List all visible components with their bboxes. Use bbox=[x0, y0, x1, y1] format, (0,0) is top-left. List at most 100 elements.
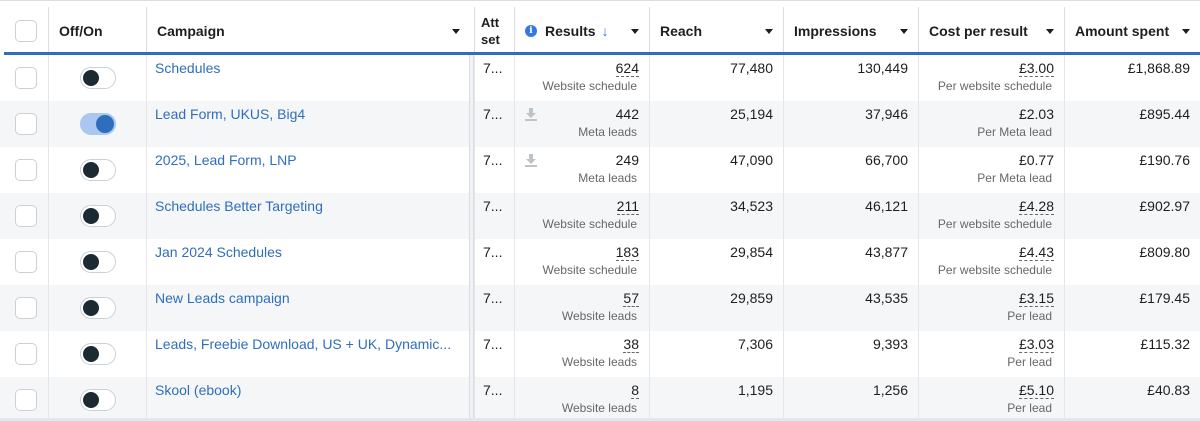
row-checkbox[interactable] bbox=[15, 159, 37, 181]
cost-value[interactable]: £0.77 bbox=[1018, 152, 1054, 168]
campaign-name-link[interactable]: Skool (ebook) bbox=[155, 382, 242, 398]
row-attribution-cell: 7... bbox=[474, 193, 514, 239]
cost-value[interactable]: £3.00 bbox=[1018, 60, 1054, 77]
row-checkbox[interactable] bbox=[15, 389, 37, 411]
toggle-knob bbox=[82, 208, 99, 224]
header-campaign-label: Campaign bbox=[157, 23, 225, 39]
header-campaign[interactable]: Campaign bbox=[146, 7, 470, 55]
row-select-cell bbox=[4, 55, 48, 101]
cost-type: Per Meta lead bbox=[977, 171, 1052, 185]
row-reach-cell: 47,090 bbox=[649, 147, 783, 193]
campaign-name-link[interactable]: Lead Form, UKUS, Big4 bbox=[155, 106, 306, 122]
row-campaign-cell: Skool (ebook) bbox=[146, 377, 470, 421]
header-amount-spent[interactable]: Amount spent bbox=[1064, 7, 1200, 55]
cost-value[interactable]: £2.03 bbox=[1018, 106, 1054, 122]
results-value[interactable]: 183 bbox=[615, 244, 639, 261]
row-spent-cell: £809.80 bbox=[1064, 239, 1200, 285]
caret-down-icon[interactable] bbox=[1046, 28, 1054, 34]
download-icon[interactable] bbox=[525, 108, 537, 121]
cost-value[interactable]: £4.43 bbox=[1018, 244, 1054, 261]
campaign-toggle[interactable] bbox=[79, 343, 116, 365]
row-results-cell: 8 Website leads bbox=[514, 377, 649, 421]
toggle-knob bbox=[82, 162, 99, 178]
cost-value[interactable]: £4.28 bbox=[1018, 198, 1054, 215]
campaign-toggle[interactable] bbox=[79, 205, 116, 227]
cost-value[interactable]: £3.15 bbox=[1018, 290, 1054, 307]
table-row: Schedules Better Targeting 7... 211 Webs… bbox=[0, 193, 1200, 239]
row-results-cell: 57 Website leads bbox=[514, 285, 649, 331]
table-row: Jan 2024 Schedules 7... 183 Website sche… bbox=[0, 239, 1200, 285]
cost-value[interactable]: £3.03 bbox=[1018, 336, 1054, 353]
row-checkbox[interactable] bbox=[15, 113, 37, 135]
campaign-name-link[interactable]: New Leads campaign bbox=[155, 290, 290, 306]
cost-type: Per website schedule bbox=[937, 217, 1052, 231]
header-attribution-setting[interactable]: Att set bbox=[474, 7, 514, 55]
campaign-name-link[interactable]: 2025, Lead Form, LNP bbox=[155, 152, 297, 168]
campaign-toggle[interactable] bbox=[79, 297, 116, 319]
cost-value[interactable]: £5.10 bbox=[1018, 382, 1054, 399]
cost-type: Per website schedule bbox=[937, 263, 1052, 277]
row-cost-cell: £3.15 Per lead bbox=[918, 285, 1064, 331]
results-value[interactable]: 442 bbox=[615, 106, 639, 122]
caret-down-icon[interactable] bbox=[1182, 28, 1190, 34]
results-value[interactable]: 211 bbox=[616, 198, 639, 215]
campaign-toggle[interactable] bbox=[79, 113, 116, 135]
campaign-toggle[interactable] bbox=[79, 67, 116, 89]
amount-spent-value: £190.76 bbox=[1139, 152, 1190, 168]
campaign-toggle[interactable] bbox=[79, 251, 116, 273]
amount-spent-value: £179.45 bbox=[1139, 290, 1190, 306]
amount-spent-value: £40.83 bbox=[1147, 382, 1190, 398]
header-off-on[interactable]: Off/On bbox=[48, 7, 146, 55]
results-value[interactable]: 249 bbox=[615, 152, 639, 168]
campaign-name-link[interactable]: Jan 2024 Schedules bbox=[155, 244, 282, 260]
frozen-column-divider[interactable] bbox=[469, 55, 474, 421]
attribution-value: 7... bbox=[483, 336, 503, 352]
row-select-cell bbox=[4, 377, 48, 421]
impressions-value: 66,700 bbox=[865, 152, 908, 168]
reach-value: 25,194 bbox=[730, 106, 773, 122]
arrow-down-icon[interactable]: ↓ bbox=[601, 23, 609, 39]
row-spent-cell: £902.97 bbox=[1064, 193, 1200, 239]
toggle-knob bbox=[82, 70, 99, 86]
row-toggle-cell bbox=[48, 147, 146, 193]
row-impressions-cell: 1,256 bbox=[783, 377, 918, 421]
results-value[interactable]: 57 bbox=[623, 290, 639, 307]
row-reach-cell: 7,306 bbox=[649, 331, 783, 377]
header-cost-per-result[interactable]: Cost per result bbox=[918, 7, 1064, 55]
header-impressions[interactable]: Impressions bbox=[783, 7, 918, 55]
campaign-name-link[interactable]: Schedules Better Targeting bbox=[155, 198, 323, 214]
results-type: Website schedule bbox=[542, 79, 638, 93]
info-icon[interactable]: i bbox=[525, 25, 537, 37]
campaign-name-link[interactable]: Schedules bbox=[155, 60, 221, 76]
results-value[interactable]: 624 bbox=[615, 60, 639, 77]
caret-down-icon[interactable] bbox=[631, 28, 639, 34]
row-campaign-cell: Schedules Better Targeting bbox=[146, 193, 470, 239]
campaign-toggle[interactable] bbox=[79, 389, 116, 411]
row-attribution-cell: 7... bbox=[474, 331, 514, 377]
row-checkbox[interactable] bbox=[15, 205, 37, 227]
row-checkbox[interactable] bbox=[15, 251, 37, 273]
results-value[interactable]: 38 bbox=[623, 336, 639, 353]
impressions-value: 46,121 bbox=[865, 198, 908, 214]
row-results-cell: 442 Meta leads bbox=[514, 101, 649, 147]
results-type: Meta leads bbox=[578, 125, 637, 139]
table-row: Lead Form, UKUS, Big4 7... 442 Meta lead… bbox=[0, 101, 1200, 147]
results-value[interactable]: 8 bbox=[631, 382, 639, 399]
header-reach[interactable]: Reach bbox=[649, 7, 783, 55]
header-results[interactable]: i Results ↓ bbox=[514, 7, 649, 55]
row-checkbox[interactable] bbox=[15, 67, 37, 89]
reach-value: 1,195 bbox=[737, 382, 773, 398]
caret-down-icon[interactable] bbox=[765, 28, 773, 34]
caret-down-icon[interactable] bbox=[900, 28, 908, 34]
amount-spent-value: £902.97 bbox=[1139, 198, 1190, 214]
row-cost-cell: £3.00 Per website schedule bbox=[918, 55, 1064, 101]
campaign-name-link[interactable]: Leads, Freebie Download, US + UK, Dynami… bbox=[155, 336, 452, 352]
reach-value: 77,480 bbox=[730, 60, 773, 76]
download-icon[interactable] bbox=[525, 154, 537, 167]
caret-down-icon[interactable] bbox=[452, 28, 460, 34]
select-all-checkbox[interactable] bbox=[15, 20, 37, 42]
campaign-toggle[interactable] bbox=[79, 159, 116, 181]
row-checkbox[interactable] bbox=[15, 297, 37, 319]
row-checkbox[interactable] bbox=[15, 343, 37, 365]
toggle-knob bbox=[82, 254, 99, 270]
